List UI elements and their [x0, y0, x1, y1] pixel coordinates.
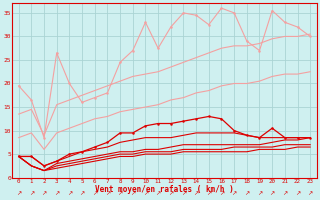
X-axis label: Vent moyen/en rafales ( km/h ): Vent moyen/en rafales ( km/h ) — [95, 185, 234, 194]
